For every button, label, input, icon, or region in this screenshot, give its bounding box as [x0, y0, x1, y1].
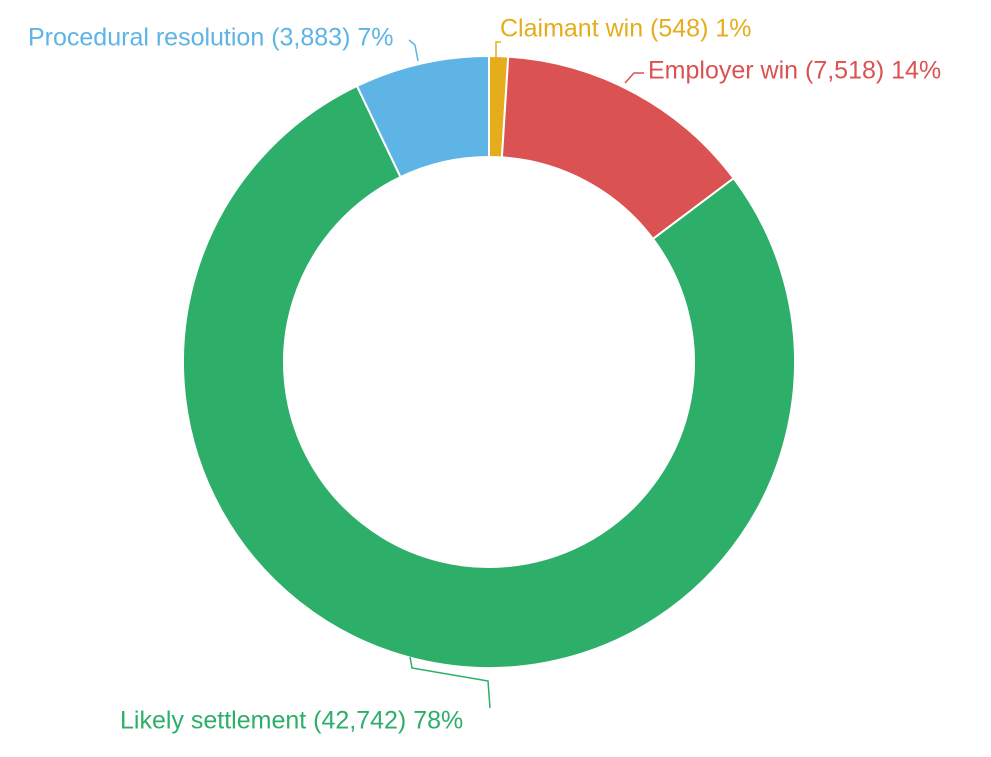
- leader-line-procedural-resolution: [408, 39, 419, 62]
- slice-label-procedural-resolution: Procedural resolution (3,883) 7%: [28, 24, 393, 52]
- slice-procedural-resolution: [355, 54, 490, 179]
- slice-label-claimant-win: Claimant win (548) 1%: [500, 15, 752, 43]
- leader-line-employer-win: [624, 72, 644, 84]
- slices-layer: [182, 54, 796, 669]
- leader-line-claimant-win: [495, 41, 501, 58]
- leader-lines-layer: [408, 39, 644, 709]
- labels-layer: Claimant win (548) 1% Employer win (7,518…: [28, 15, 941, 735]
- slice-label-likely-settlement: Likely settlement (42,742) 78%: [120, 707, 463, 735]
- slice-label-employer-win: Employer win (7,518) 14%: [648, 57, 941, 85]
- slice-likely-settlement: [182, 84, 796, 669]
- leader-line-likely-settlement: [409, 656, 491, 709]
